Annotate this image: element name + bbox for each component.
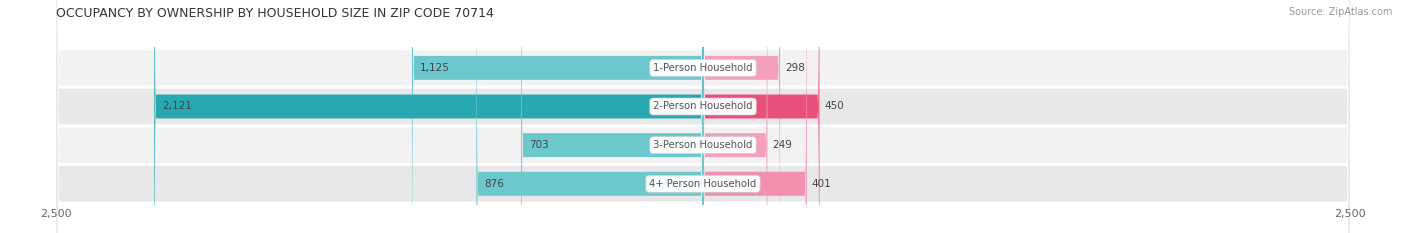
FancyBboxPatch shape: [703, 0, 780, 233]
Text: 876: 876: [484, 179, 503, 189]
Text: 3-Person Household: 3-Person Household: [654, 140, 752, 150]
Text: 401: 401: [811, 179, 832, 189]
Text: Source: ZipAtlas.com: Source: ZipAtlas.com: [1288, 7, 1392, 17]
Text: 249: 249: [772, 140, 793, 150]
FancyBboxPatch shape: [703, 0, 768, 233]
Text: 298: 298: [786, 63, 806, 73]
FancyBboxPatch shape: [477, 0, 703, 233]
Text: 2-Person Household: 2-Person Household: [654, 102, 752, 112]
FancyBboxPatch shape: [155, 0, 703, 233]
FancyBboxPatch shape: [56, 0, 1350, 233]
FancyBboxPatch shape: [703, 0, 807, 233]
FancyBboxPatch shape: [703, 0, 820, 233]
FancyBboxPatch shape: [522, 0, 703, 233]
FancyBboxPatch shape: [56, 0, 1350, 233]
Text: OCCUPANCY BY OWNERSHIP BY HOUSEHOLD SIZE IN ZIP CODE 70714: OCCUPANCY BY OWNERSHIP BY HOUSEHOLD SIZE…: [56, 7, 494, 20]
FancyBboxPatch shape: [56, 0, 1350, 233]
FancyBboxPatch shape: [56, 0, 1350, 233]
FancyBboxPatch shape: [412, 0, 703, 233]
Text: 703: 703: [529, 140, 548, 150]
Text: 1,125: 1,125: [420, 63, 450, 73]
Text: 4+ Person Household: 4+ Person Household: [650, 179, 756, 189]
Text: 1-Person Household: 1-Person Household: [654, 63, 752, 73]
Text: 2,121: 2,121: [162, 102, 193, 112]
Text: 450: 450: [824, 102, 845, 112]
